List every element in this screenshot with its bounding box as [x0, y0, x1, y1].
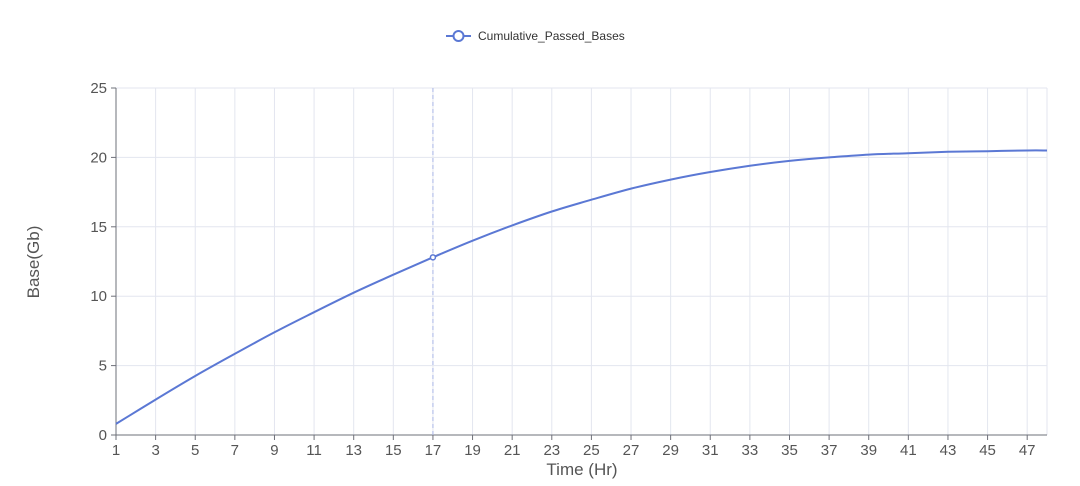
x-tick-label: 39 — [860, 442, 877, 459]
x-tick-label: 25 — [583, 442, 600, 459]
x-tick-label: 1 — [112, 442, 120, 459]
x-tick-label: 15 — [385, 442, 402, 459]
y-tick-label: 10 — [90, 288, 107, 305]
x-tick-label: 17 — [425, 442, 442, 459]
legend-circle-marker — [452, 30, 465, 42]
x-tick-label: 47 — [1019, 442, 1036, 459]
x-tick-label: 29 — [662, 442, 679, 459]
legend-label: Cumulative_Passed_Bases — [478, 29, 625, 43]
x-tick-label: 5 — [191, 442, 199, 459]
grid — [116, 87, 1048, 435]
x-tick-label: 11 — [306, 442, 322, 459]
x-tick-label: 41 — [900, 442, 917, 459]
x-tick-label: 3 — [151, 442, 159, 459]
x-tick-label: 23 — [543, 442, 560, 459]
x-tick-label: 43 — [940, 442, 957, 459]
x-tick-label: 37 — [821, 442, 838, 459]
x-tick-label: 21 — [504, 442, 521, 459]
x-tick-label: 35 — [781, 442, 798, 459]
x-tick-label: 7 — [231, 442, 239, 459]
x-tick-label: 33 — [742, 442, 759, 459]
y-tick-label: 20 — [90, 149, 107, 166]
x-tick-label: 27 — [623, 442, 640, 459]
series-layer — [115, 88, 1048, 435]
data-point — [429, 254, 437, 261]
x-axis-title: Time (Hr) — [546, 460, 617, 479]
y-tick-label: 0 — [99, 427, 107, 444]
legend[interactable]: Cumulative_Passed_Bases — [446, 29, 625, 43]
y-tick-label: 15 — [90, 219, 107, 236]
y-tick-label: 25 — [90, 80, 107, 97]
y-axis-title: Base(Gb) — [24, 226, 43, 299]
series-line — [115, 149, 1048, 425]
axes — [111, 87, 1047, 440]
x-tick-label: 9 — [270, 442, 278, 459]
x-tick-label: 19 — [464, 442, 481, 459]
y-tick-label: 5 — [99, 358, 107, 375]
x-tick-label: 45 — [979, 442, 996, 459]
x-tick-label: 13 — [345, 442, 362, 459]
x-tick-label: 31 — [702, 442, 719, 459]
